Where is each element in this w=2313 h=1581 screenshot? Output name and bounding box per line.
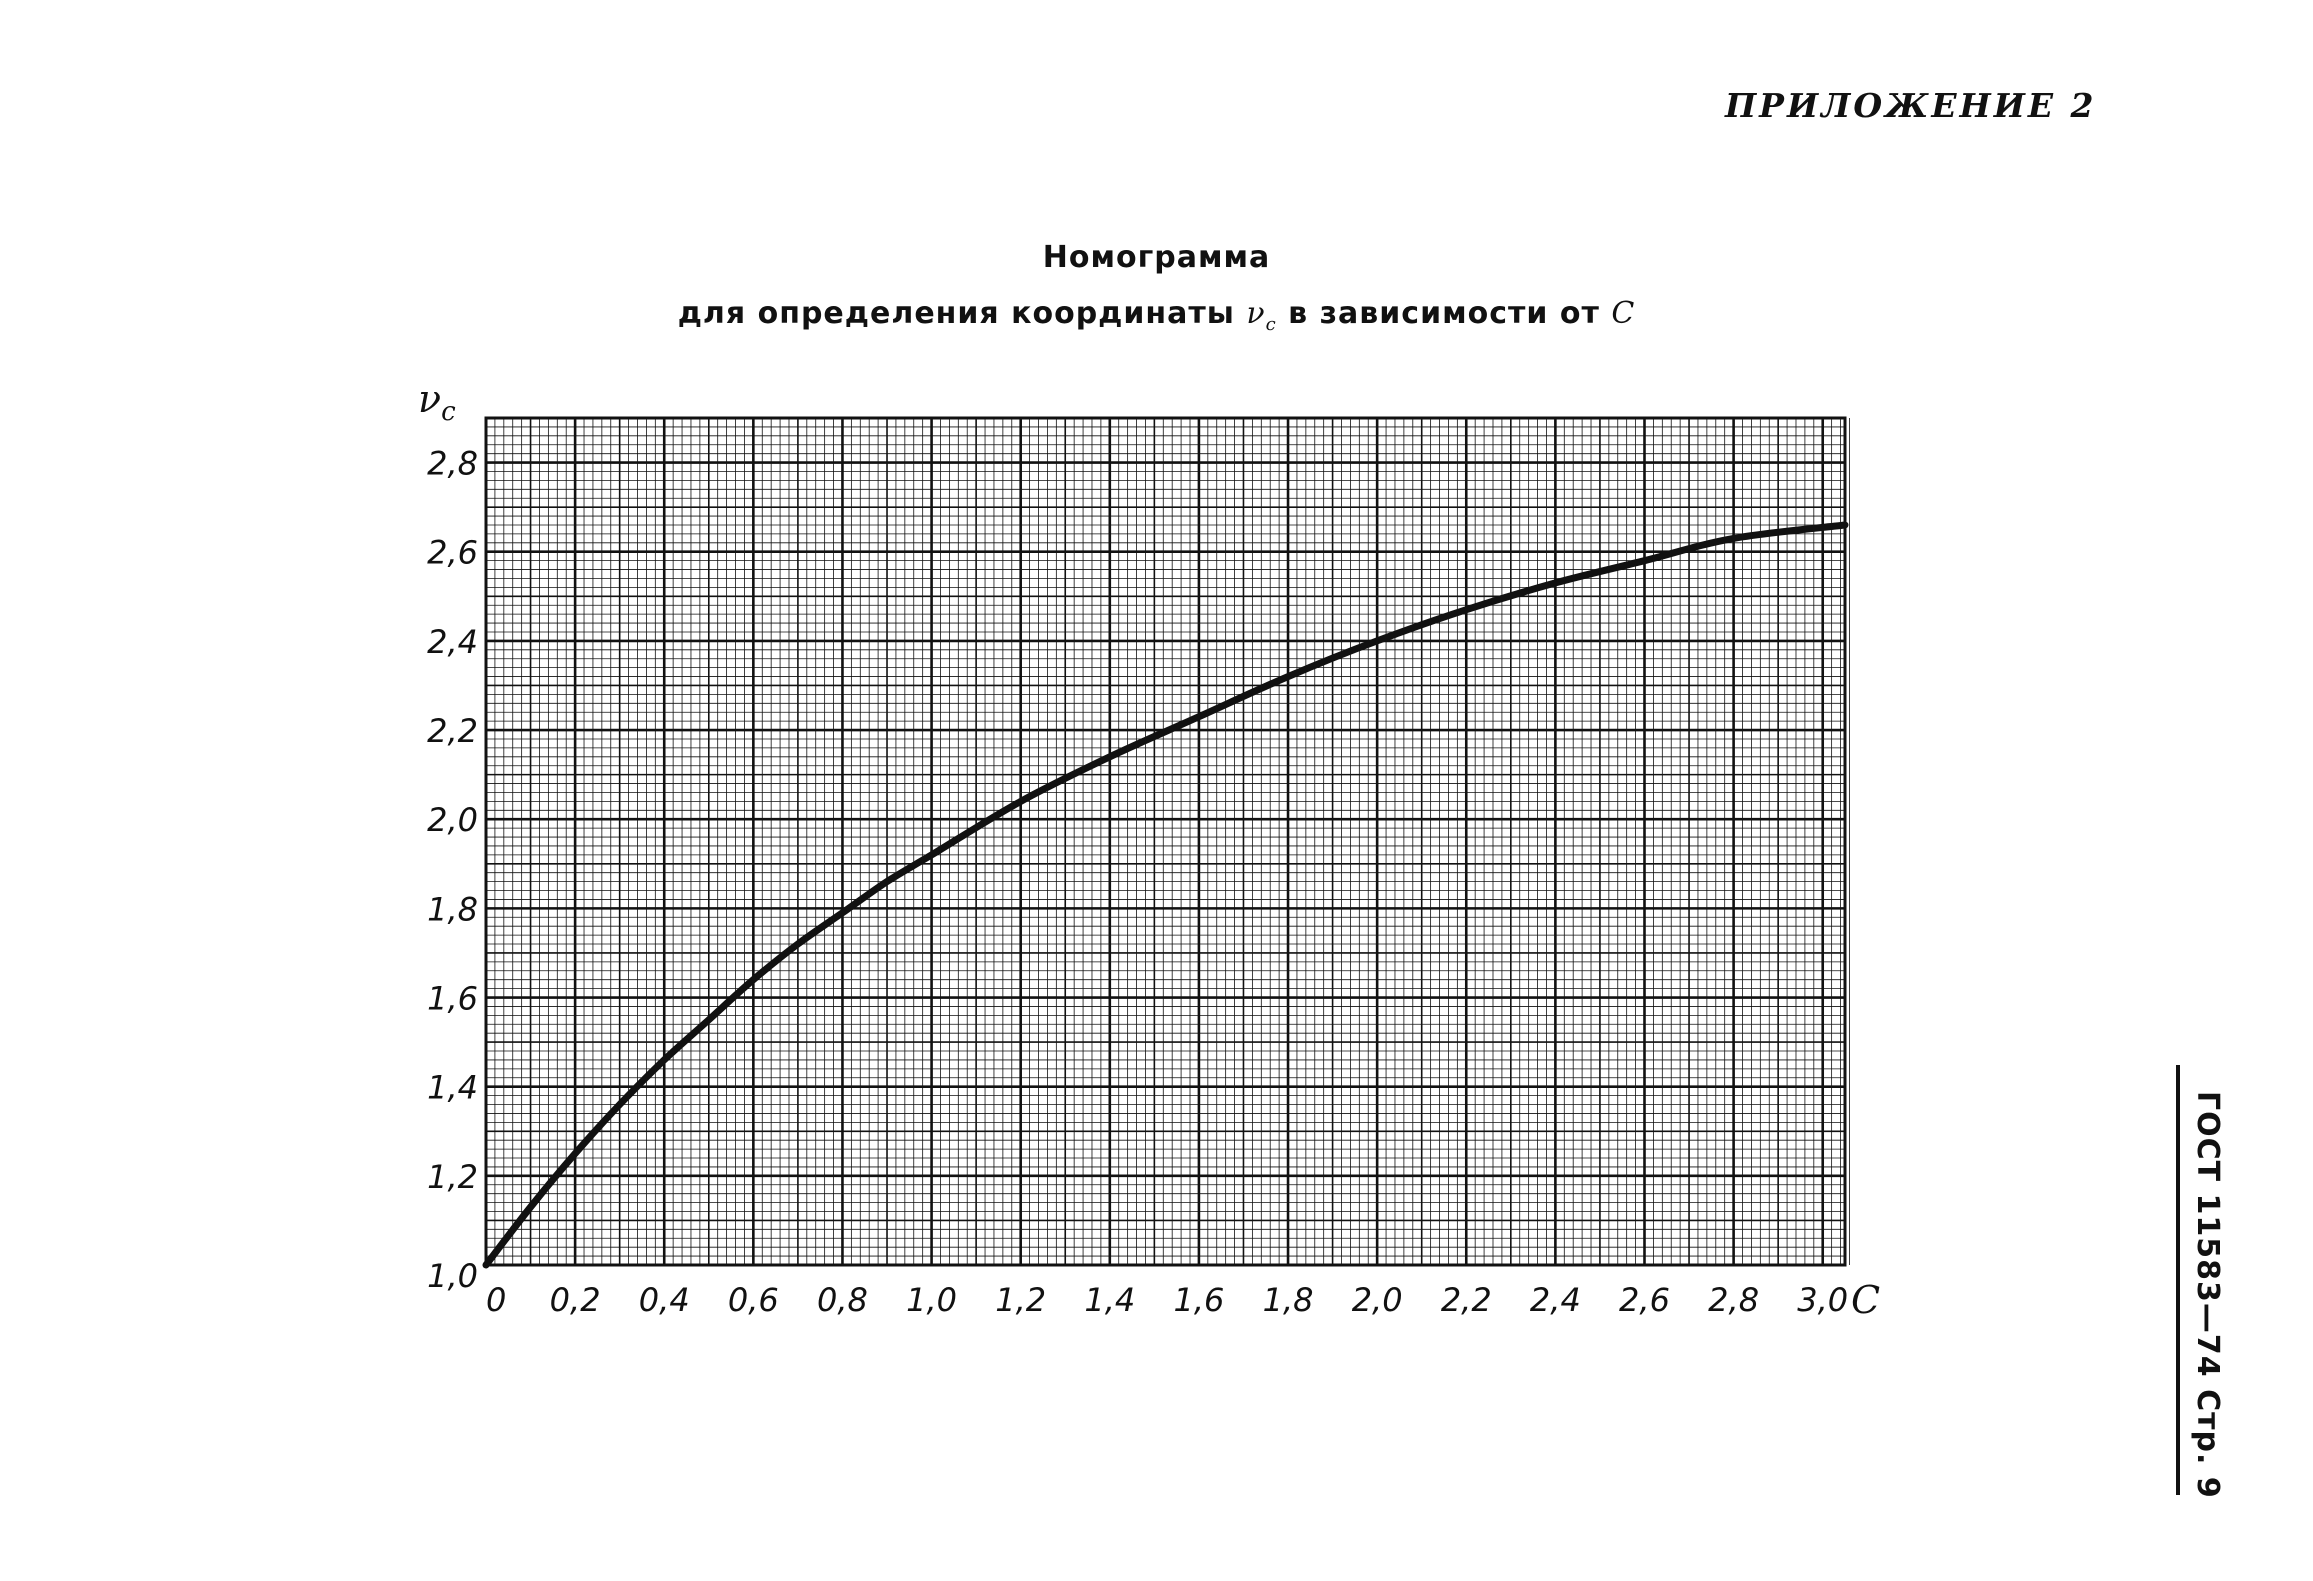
x-tick-label: 2,2	[1441, 1281, 1492, 1319]
y-axis-label: νc	[418, 377, 456, 427]
x-tick-labels: 0 0,2 0,4 0,6 0,8 1,0 1,2 1,4 1,6 1,8 2,0 2,2 2,4 2,6…	[486, 1281, 1848, 1319]
y-axis-label-sub: c	[441, 397, 456, 427]
x-tick-label: 1,6	[1173, 1281, 1224, 1319]
y-tick-labels: 1,0 1,2 1,4 1,6 1,8 2,0 2,2 2,4 2,6 2,8	[427, 445, 478, 1295]
x-tick-label: 2,0	[1352, 1281, 1403, 1319]
document-stamp: ГОСТ 11583—74 Стр. 9	[2176, 1065, 2225, 1499]
x-tick-label: 0,6	[728, 1281, 779, 1319]
y-tick-label: 2,4	[427, 623, 478, 661]
subtitle-prefix: для определения координаты	[677, 296, 1235, 331]
subtitle-symbol-sub: c	[1265, 314, 1277, 335]
x-tick-label: 3,0	[1797, 1281, 1848, 1319]
y-tick-label: 1,8	[427, 890, 478, 928]
x-tick-label: 0,8	[817, 1281, 868, 1319]
y-tick-label: 1,6	[427, 980, 478, 1018]
x-tick-label: 2,6	[1619, 1281, 1670, 1319]
series-line-vc	[482, 521, 1849, 1269]
subtitle-symbol: ν	[1246, 296, 1266, 331]
x-tick-label: 2,8	[1708, 1281, 1759, 1319]
y-tick-label: 1,0	[427, 1257, 478, 1295]
y-tick-label: 2,8	[427, 445, 478, 483]
x-tick-label: 0,2	[550, 1281, 601, 1319]
y-tick-label: 2,2	[427, 712, 478, 750]
grid-mid	[486, 417, 1845, 1265]
x-tick-label: 1,8	[1263, 1281, 1314, 1319]
stamp-rule	[2176, 1065, 2180, 1495]
subtitle-variable: C	[1611, 296, 1636, 331]
plot-frame	[484, 416, 1847, 1267]
chart-title: Номограмма	[1042, 240, 1271, 275]
y-tick-label: 2,6	[427, 534, 478, 572]
x-tick-label: 1,4	[1084, 1281, 1135, 1319]
y-tick-label: 1,4	[427, 1069, 478, 1107]
subtitle-middle: в зависимости от	[1288, 296, 1600, 331]
chart-subtitle: для определения координаты νc в зависимо…	[0, 296, 2313, 335]
grid-minor	[486, 418, 1850, 1265]
y-axis-label-main: ν	[418, 377, 441, 421]
x-tick-label: 2,4	[1530, 1281, 1581, 1319]
x-tick-label: 1,0	[906, 1281, 957, 1319]
y-tick-label: 1,2	[427, 1158, 478, 1196]
x-tick-label: 0,4	[639, 1281, 690, 1319]
x-tick-label: 0	[486, 1281, 506, 1319]
x-axis-label: C	[1851, 1278, 1880, 1322]
stamp-text: ГОСТ 11583—74 Стр. 9	[2190, 1091, 2225, 1499]
appendix-heading: ПРИЛОЖЕНИЕ 2	[1725, 86, 2097, 125]
y-tick-label: 2,0	[427, 801, 478, 839]
x-tick-label: 1,2	[995, 1281, 1046, 1319]
grid-major	[484, 418, 1845, 1267]
